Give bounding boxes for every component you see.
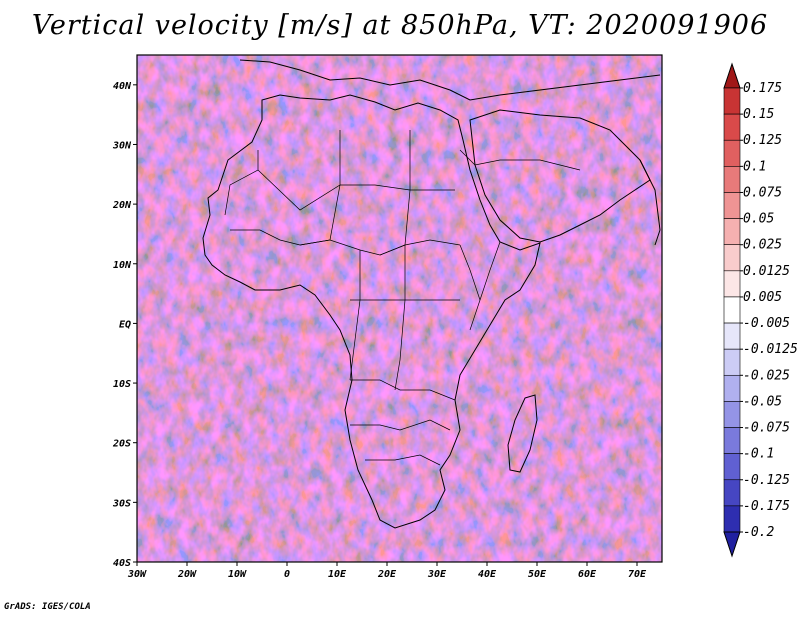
lon-tick-label: 30W [127,569,147,580]
lon-tick-label: 20E [377,569,397,580]
colorbar-swatch [723,453,741,481]
lat-tick-label: 10S [113,379,131,390]
velocity-field [137,55,662,562]
lat-tick-label: 20S [112,439,131,450]
lon-tick-label: 20W [177,569,197,580]
colorbar-label: -0.075 [743,421,790,436]
lat-tick-label: EQ [119,319,131,330]
lon-tick-label: 30E [427,569,447,580]
longitude-axis: 30W 20W 10W 0 10E 20E 30E 40E 50E 60E 70E [127,562,647,580]
colorbar-label: 0.05 [743,212,774,227]
lat-tick-label: 30N [112,140,132,151]
lon-tick-label: 40E [478,569,497,580]
coastlines [202,59,661,529]
colorbar-swatch [723,166,741,193]
colorbar-label: 0.025 [743,238,782,253]
colorbar-label: -0.05 [743,394,782,409]
lat-tick-label: 20N [112,200,132,211]
colorbar-label: 0.005 [743,290,782,305]
colorbar-label: -0.175 [743,499,790,514]
colorbar-swatch [723,322,741,350]
map-title: Vertical velocity [m/s] at 850hPa, VT: 2… [31,10,769,41]
colorbar-label: 0.175 [743,81,782,96]
colorbar-swatch [723,401,741,428]
europe-coastline [239,59,661,101]
colorbar-label: -0.005 [743,316,790,331]
colorbar-swatch [723,479,741,507]
colorbar-swatch [723,374,741,402]
africa-coastline [202,94,541,529]
grads-credit: GrADS: IGES/COLA [4,602,91,612]
colorbar-label: 0.1 [743,159,766,174]
lat-tick-label: 40N [113,81,132,92]
lat-tick-label: 10N [113,260,132,271]
latitude-axis: 40N 30N 20N 10N EQ 10S 20S 30S 40S [112,81,137,569]
colorbar-swatch [723,296,741,324]
lon-tick-label: 50E [528,569,547,580]
colorbar-swatch [723,87,741,115]
lon-tick-label: 60E [578,569,597,580]
colorbar-swatch [723,244,741,272]
colorbar-swatch [723,505,741,533]
lon-tick-label: 10W [228,569,247,580]
colorbar-swatch [723,113,741,141]
colorbar-label: -0.125 [743,473,790,488]
map-frame [136,54,663,563]
arabia-coastline [469,109,651,243]
colorbar-swatch [723,270,741,298]
colorbar-label: -0.1 [743,447,774,462]
colorbar-label: -0.2 [743,525,774,540]
country-borders [224,130,581,466]
colorbar-bottom-arrow [723,531,741,558]
colorbar-top-arrow [723,62,741,89]
colorbar-label: 0.15 [743,107,774,122]
colorbar-swatch [723,348,741,376]
lon-tick-label: 0 [284,569,290,580]
colorbar-label: 0.0125 [743,264,790,279]
colorbar-swatch [723,139,741,167]
india-coastline [639,159,661,246]
colorbar-swatch [723,427,741,454]
lon-tick-label: 10E [328,569,347,580]
colorbar-label: 0.075 [743,185,782,200]
colorbar-swatch [723,192,741,219]
madagascar-coastline [507,394,538,473]
lat-tick-label: 40S [113,558,131,569]
lat-tick-label: 30S [112,498,131,509]
colorbar: 0.175 0.15 0.125 0.1 0.075 0.05 0.025 0.0125 0.0… [723,62,798,558]
colorbar-label: 0.125 [743,133,782,148]
colorbar-label: -0.0125 [743,342,798,357]
colorbar-label: -0.025 [743,368,790,383]
lon-tick-label: 70E [628,569,647,580]
colorbar-swatch [723,218,741,246]
